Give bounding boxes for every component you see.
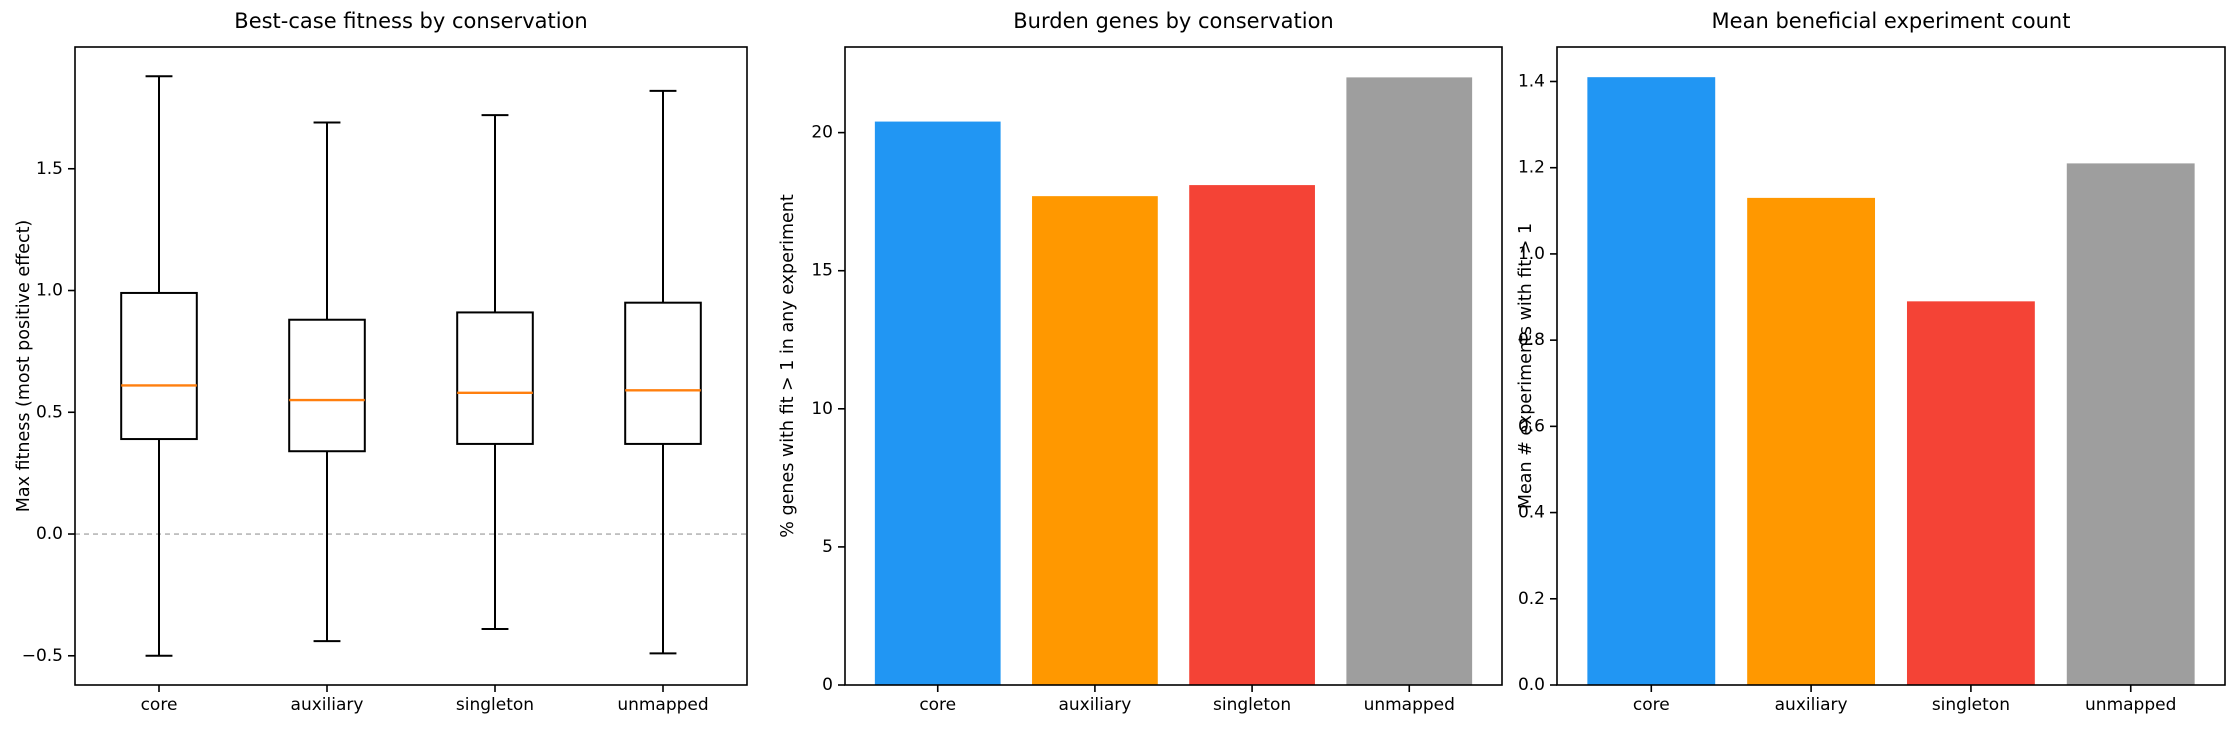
x-tick-label-singleton: singleton bbox=[1213, 695, 1291, 715]
x-tick-label-auxiliary: auxiliary bbox=[1775, 695, 1848, 715]
y-tick-label: 5 bbox=[822, 537, 833, 557]
y-tick-label: 0.0 bbox=[36, 524, 63, 544]
y-tick-label: 15 bbox=[811, 261, 833, 281]
y-tick-label: 1.0 bbox=[36, 281, 63, 301]
bar-auxiliary bbox=[1747, 197, 1876, 686]
y-tick-label: −0.5 bbox=[22, 646, 63, 666]
bar-singleton bbox=[1189, 185, 1315, 685]
y-tick-label: 10 bbox=[811, 399, 833, 419]
y-tick-label: 1.0 bbox=[1518, 244, 1545, 264]
plot3-title: Mean beneficial experiment count bbox=[1711, 9, 2071, 33]
axes-frame-plot1 bbox=[74, 46, 748, 686]
y-tick-label: 0 bbox=[822, 675, 833, 695]
x-tick-label-core: core bbox=[141, 695, 178, 715]
x-tick-label-auxiliary: auxiliary bbox=[291, 695, 364, 715]
bar-unmapped bbox=[1346, 77, 1473, 685]
y-tick-label: 0.4 bbox=[1518, 503, 1545, 523]
y-tick-label: 0.5 bbox=[36, 402, 63, 422]
box-singleton bbox=[456, 311, 534, 445]
y-tick-label: 0.6 bbox=[1518, 416, 1545, 436]
plot2-title: Burden genes by conservation bbox=[1013, 9, 1334, 33]
bar-singleton bbox=[1906, 301, 2035, 685]
y-tick-label: 1.5 bbox=[36, 159, 63, 179]
plot1-ylabel: Max fitness (most positive effect) bbox=[14, 219, 34, 513]
box-auxiliary bbox=[288, 318, 366, 453]
bar-auxiliary bbox=[1032, 196, 1158, 685]
y-tick-label: 0.0 bbox=[1518, 675, 1545, 695]
bar-core bbox=[1587, 77, 1716, 686]
y-tick-label: 0.2 bbox=[1518, 589, 1545, 609]
x-tick-label-unmapped: unmapped bbox=[617, 695, 708, 715]
x-tick-label-unmapped: unmapped bbox=[1364, 695, 1455, 715]
y-tick-label: 20 bbox=[811, 123, 833, 143]
axes-frame-plot2 bbox=[844, 46, 1503, 686]
x-tick-label-core: core bbox=[919, 695, 956, 715]
x-tick-label-singleton: singleton bbox=[456, 695, 534, 715]
y-tick-label: 1.4 bbox=[1518, 71, 1545, 91]
y-tick-label: 1.2 bbox=[1518, 158, 1545, 178]
y-tick-label: 0.8 bbox=[1518, 330, 1545, 350]
x-tick-label-unmapped: unmapped bbox=[2085, 695, 2176, 715]
x-tick-label-core: core bbox=[1633, 695, 1670, 715]
plot2-ylabel: % genes with fit > 1 in any experiment bbox=[778, 194, 798, 538]
bar-unmapped bbox=[2066, 163, 2195, 685]
plot1-title: Best-case fitness by conservation bbox=[234, 9, 588, 33]
plot3-ylabel: Mean # experiments with fit > 1 bbox=[1516, 222, 1536, 510]
bar-core bbox=[874, 121, 1001, 686]
x-tick-label-singleton: singleton bbox=[1932, 695, 2010, 715]
axes-frame-plot3 bbox=[1556, 46, 2226, 686]
x-tick-label-auxiliary: auxiliary bbox=[1058, 695, 1131, 715]
box-core bbox=[120, 291, 198, 441]
box-unmapped bbox=[624, 301, 702, 445]
